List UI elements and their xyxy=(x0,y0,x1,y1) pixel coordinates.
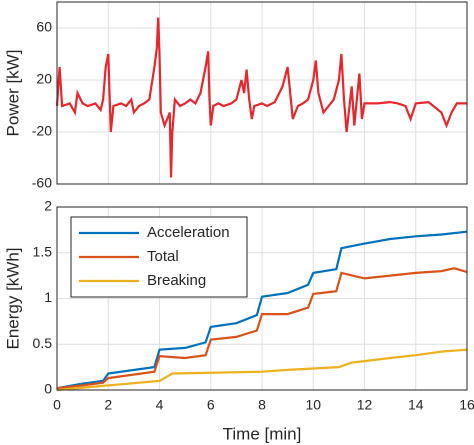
y-tick-label: 60 xyxy=(36,19,52,35)
line-series xyxy=(56,267,468,390)
legend-label: Acceleration xyxy=(147,224,230,241)
y-tick-label: 0 xyxy=(44,381,52,397)
y-tick-label: 20 xyxy=(36,71,52,87)
x-tick-label: 4 xyxy=(156,397,164,413)
y-tick-label: 1 xyxy=(44,289,52,305)
y-tick-label: 2 xyxy=(44,198,52,214)
x-tick-label: 2 xyxy=(104,397,112,413)
axes-frame xyxy=(56,1,468,185)
y-tick-label: 0.5 xyxy=(33,335,53,351)
legend-label: Total xyxy=(147,248,179,265)
x-tick-label: 12 xyxy=(357,397,373,413)
x-tick-label: 0 xyxy=(53,397,61,413)
x-tick-label: 6 xyxy=(207,397,215,413)
x-tick-label: 14 xyxy=(408,397,424,413)
line-series xyxy=(55,17,467,178)
y-axis-label: Energy [kWh] xyxy=(3,247,22,349)
line-series xyxy=(56,348,468,392)
y-tick-label: -60 xyxy=(32,175,52,191)
y-tick-label: 1.5 xyxy=(33,243,53,259)
axes-frame xyxy=(56,206,468,391)
x-tick-label: 10 xyxy=(305,397,321,413)
x-tick-label: 16 xyxy=(459,397,474,413)
line-series xyxy=(56,230,468,390)
x-tick-label: 8 xyxy=(258,397,266,413)
x-axis-label: Time [min] xyxy=(223,424,302,443)
y-axis-label: Power [kW] xyxy=(3,50,22,137)
legend-label: Breaking xyxy=(147,272,206,289)
y-tick-label: -20 xyxy=(32,123,52,139)
